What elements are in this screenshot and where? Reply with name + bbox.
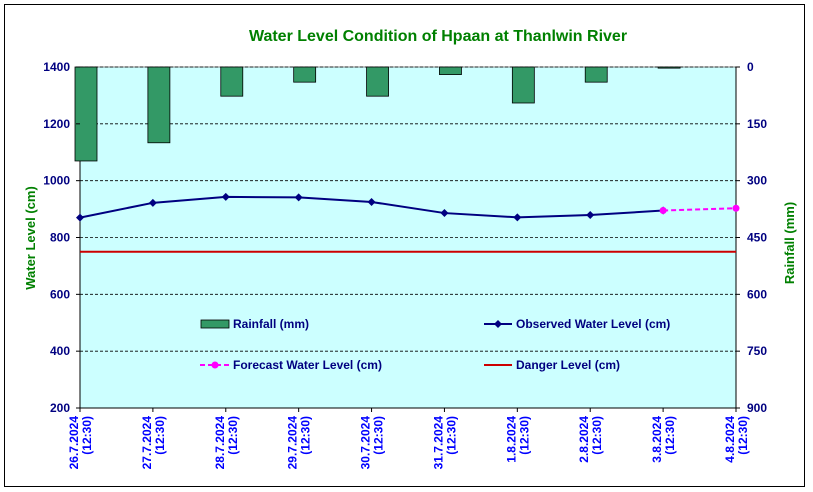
- y-tick-label: 1400: [43, 60, 70, 74]
- legend: Rainfall (mm) Observed Water Level (cm) …: [200, 317, 670, 372]
- x-tick-date: 30.7.2024: [359, 416, 373, 470]
- observed-point: [76, 213, 84, 222]
- legend-observed-marker: [494, 320, 502, 328]
- x-tick-label: 2.8.2024(12:30): [577, 416, 604, 463]
- rainfall-bar: [366, 66, 389, 97]
- y-tick-label: 1000: [43, 174, 70, 188]
- observed-point: [294, 193, 303, 202]
- x-tick-time: (12:30): [444, 416, 458, 455]
- x-tick-label: 1.8.2024(12:30): [504, 416, 531, 463]
- rainfall-bar: [439, 66, 462, 75]
- observed-point: [440, 209, 449, 218]
- y2-axis-title: Rainfall (mm): [782, 202, 797, 284]
- y-tick-label: 200: [50, 401, 70, 415]
- legend-observed-label: Observed Water Level (cm): [516, 317, 670, 331]
- rainfall-bar: [220, 66, 244, 97]
- y-tick-label: 800: [50, 231, 70, 245]
- observed-point: [513, 213, 522, 222]
- x-tick-label: 31.7.2024(12:30): [431, 416, 458, 470]
- y2-tick-label: 600: [747, 287, 767, 301]
- legend-rainfall-swatch: [200, 319, 230, 329]
- legend-forecast-marker: [211, 361, 219, 369]
- rainfall-bar: [293, 66, 317, 83]
- rainfall-bar: [147, 66, 171, 144]
- x-tick-time: (12:30): [153, 416, 167, 455]
- x-tick-date: 31.7.2024: [431, 416, 445, 470]
- y2-tick-label: 450: [747, 231, 767, 245]
- x-tick-date: 1.8.2024: [504, 416, 518, 463]
- legend-rainfall-label: Rainfall (mm): [233, 317, 309, 331]
- y-tick-label: 600: [50, 287, 70, 301]
- x-tick-time: (12:30): [372, 416, 386, 455]
- y2-tick-label: 0: [747, 60, 754, 74]
- y2-tick-label: 750: [747, 344, 767, 358]
- x-tick-label: 29.7.2024(12:30): [286, 416, 313, 470]
- rainfall-bar: [511, 66, 535, 104]
- x-tick-time: (12:30): [517, 416, 531, 455]
- forecast-point: [659, 207, 667, 215]
- y2-tick-label: 900: [747, 401, 767, 415]
- y-axis-title: Water Level (cm): [23, 186, 38, 290]
- observed-point: [221, 192, 230, 201]
- forecast-line: [663, 207, 737, 212]
- x-tick-date: 4.8.2024: [723, 416, 737, 463]
- x-tick-label: 4.8.2024(12:30): [723, 416, 750, 463]
- left-axis-ticks: 200 400 600 800 1000 1200 1400: [43, 60, 80, 415]
- x-tick-date: 2.8.2024: [577, 416, 591, 463]
- rainfall-bar: [74, 66, 98, 162]
- y-tick-label: 1200: [43, 117, 70, 131]
- x-tick-time: (12:30): [663, 416, 677, 455]
- x-tick-date: 29.7.2024: [286, 416, 300, 470]
- x-tick-label: 26.7.2024(12:30): [67, 416, 94, 470]
- x-tick-time: (12:30): [226, 416, 240, 455]
- x-axis-ticks: 26.7.2024(12:30) 27.7.2024(12:30) 28.7.202…: [67, 408, 750, 469]
- x-tick-date: 28.7.2024: [213, 416, 227, 470]
- x-tick-label: 28.7.2024(12:30): [213, 416, 240, 470]
- x-tick-label: 3.8.2024(12:30): [650, 416, 677, 463]
- legend-forecast-label: Forecast Water Level (cm): [233, 358, 382, 372]
- observed-point: [586, 211, 595, 220]
- y2-tick-label: 150: [747, 117, 767, 131]
- y2-tick-label: 300: [747, 174, 767, 188]
- x-tick-date: 26.7.2024: [67, 416, 81, 470]
- y-tick-label: 400: [50, 344, 70, 358]
- chart-title: Water Level Condition of Hpaan at Thanlw…: [249, 28, 627, 45]
- rainfall-bar: [657, 66, 681, 69]
- observed-point: [367, 197, 376, 206]
- observed-point: [148, 198, 157, 207]
- legend-danger-label: Danger Level (cm): [516, 358, 620, 372]
- right-axis-ticks: 0 150 300 450 600 750 900: [736, 60, 767, 415]
- x-tick-label: 27.7.2024(12:30): [140, 416, 167, 470]
- forecast-point: [732, 204, 740, 212]
- x-tick-date: 3.8.2024: [650, 416, 664, 463]
- x-tick-time: (12:30): [299, 416, 313, 455]
- x-tick-time: (12:30): [80, 416, 94, 455]
- rainfall-bars: [74, 66, 681, 162]
- x-tick-date: 27.7.2024: [140, 416, 154, 470]
- rainfall-bar: [584, 66, 608, 83]
- x-tick-label: 30.7.2024(12:30): [359, 416, 386, 470]
- x-tick-time: (12:30): [590, 416, 604, 455]
- water-level-lines: [76, 192, 740, 222]
- x-tick-time: (12:30): [736, 416, 750, 455]
